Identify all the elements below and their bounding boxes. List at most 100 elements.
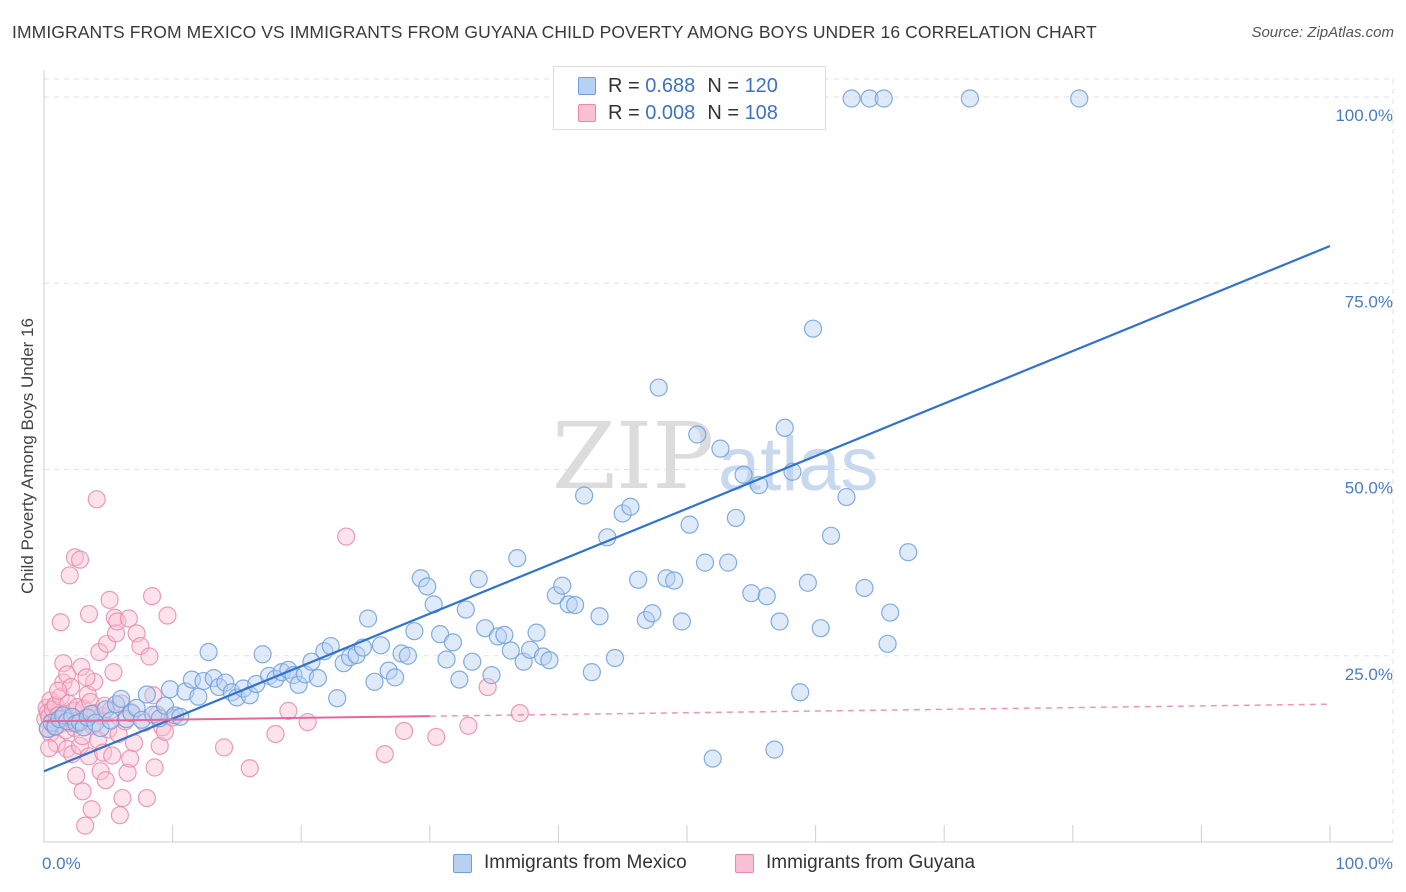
guyana-point [140,647,159,666]
guyana-point [100,590,119,609]
mexico-point [127,698,146,718]
watermark-zip: ZIP [552,403,714,510]
guyana-point [119,609,138,628]
guyana-point [279,701,298,720]
mexico-point [418,577,437,596]
legend-r-label: R = [608,101,640,124]
trend-line-guyana-dashed [429,703,1331,717]
mexico-point [253,645,272,664]
mexico-point [358,609,378,628]
mexico-point [605,648,625,668]
mexico-point [621,497,640,516]
mexico-point [575,486,594,505]
mexico-point [719,553,738,572]
mexico-point [649,378,668,397]
mexico-point [590,607,609,626]
mexico-point [405,622,424,641]
legend-row-guyana: R = 0.008 N = 108 [578,101,778,125]
series-swatch-mexico [453,853,472,873]
legend-r-value: 0.008 [645,101,696,124]
mexico-point [112,689,131,709]
series-label-mexico: Immigrants from Mexico [484,852,687,873]
mexico-point [347,645,366,665]
guyana-point [72,657,91,677]
mexico-point [703,749,722,768]
series-swatch-guyana [735,853,754,873]
legend-n-value: 108 [744,101,778,124]
legend-n-label: N = [707,101,739,124]
guyana-point [91,762,110,781]
legend-swatch-mexico [578,77,596,95]
mexico-point [117,709,136,729]
mexico-point [204,668,223,688]
mexico-point [672,612,691,631]
mexico-point [508,549,527,568]
guyana-point [337,527,356,546]
trend-line-guyana-solid [43,715,430,723]
guyana-point [142,587,162,606]
mexico-point [1070,89,1089,108]
mexico-point [189,687,208,706]
guyana-point [96,771,115,790]
mexico-point [495,625,514,644]
mexico-point [289,675,308,694]
guyana-point [137,788,156,808]
mexico-point [629,570,648,589]
mexico-point [86,713,105,732]
mexico-point [821,526,841,545]
mexico-point [837,487,856,507]
guyana-point [459,716,478,735]
guyana-point [118,763,137,782]
watermark-atlas: atlas [718,422,879,507]
guyana-point [101,701,120,720]
mexico-point [860,89,879,108]
chart-title: IMMIGRANTS FROM MEXICO VS IMMIGRANTS FRO… [12,22,1097,42]
mexico-point [385,668,405,687]
mexico-point [899,543,918,562]
y-tick-label: 50.0% [1345,479,1393,498]
mexico-point [553,576,572,595]
mexico-point [636,610,655,630]
legend-row-mexico: R = 0.688 N = 120 [578,74,778,98]
legend-n-value: 120 [744,74,778,97]
guyana-point [40,739,59,758]
mexico-point [711,439,730,458]
mexico-point [463,652,482,671]
guyana-point [87,490,106,509]
guyana-point [110,806,129,825]
y-tick-label: 25.0% [1345,665,1393,684]
guyana-point [70,550,90,569]
legend-r-label: R = [608,74,640,97]
trend-line-mexico [43,244,1331,773]
guyana-point [427,727,446,747]
guyana-point [145,758,164,777]
y-axis-label: Child Poverty Among Boys Under 16 [18,318,37,594]
mexico-point [456,600,475,619]
mexico-point [371,636,391,655]
guyana-point [60,566,79,585]
mexico-point [182,670,201,689]
mexico-point [398,646,418,665]
mexico-point [811,619,830,638]
mexico-point [527,623,546,642]
guyana-point [77,668,96,687]
mexico-point [765,740,784,759]
mexico-point [757,587,776,606]
guyana-point [104,663,123,682]
mexico-point [643,604,662,623]
mexico-point [960,89,980,108]
mexico-point [194,671,213,691]
mexico-point [775,418,794,437]
mexico-point [855,578,874,598]
mexico-point [540,651,559,670]
x-tick-label-left: 0.0% [42,854,81,873]
guyana-point [266,724,285,744]
guyana-point [150,736,169,755]
mexico-point [680,515,699,534]
mexico-point [734,465,753,484]
mexico-point [688,425,707,444]
y-tick-label: 100.0% [1335,106,1393,125]
mexico-point [122,704,141,723]
mexico-point [171,707,190,726]
